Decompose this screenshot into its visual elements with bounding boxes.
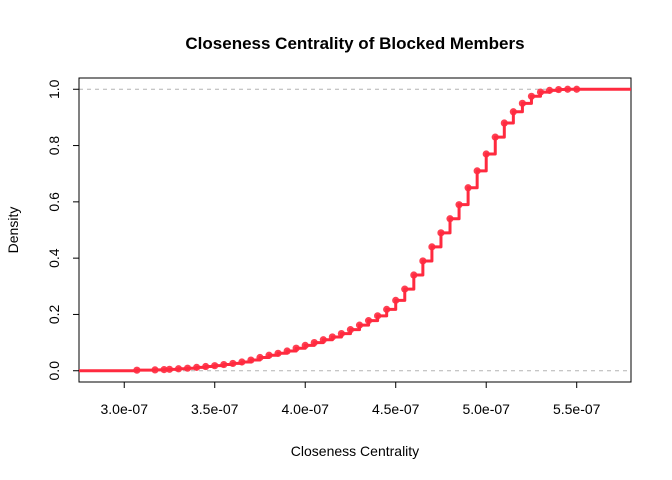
chart-title: Closeness Centrality of Blocked Members <box>185 34 524 53</box>
x-tick-label: 5.5e-07 <box>553 401 601 417</box>
ecdf-point <box>151 366 159 374</box>
ecdf-point <box>174 365 183 373</box>
ecdf-point <box>428 243 436 251</box>
x-tick-label: 5.0e-07 <box>462 401 510 417</box>
ecdf-point <box>500 119 508 127</box>
x-axis: 3.0e-07 3.5e-07 4.0e-07 4.5e-07 5.0e-07 5.5e-… <box>101 382 601 417</box>
ecdf-point <box>364 317 373 325</box>
ecdf-point <box>265 351 273 359</box>
y-axis: 0.0 0.2 0.4 0.6 0.8 1.0 <box>46 79 79 380</box>
ecdf-point <box>564 85 572 93</box>
ecdf-point <box>446 215 454 223</box>
ecdf-point <box>247 356 255 364</box>
x-tick-label: 3.5e-07 <box>191 401 239 417</box>
ecdf-point <box>160 366 168 374</box>
ecdf-point <box>473 167 481 175</box>
ecdf-point <box>392 296 400 304</box>
ecdf-point <box>229 359 237 368</box>
y-tick-label: 0.8 <box>46 136 62 156</box>
ecdf-point <box>319 336 327 344</box>
ecdf-point <box>202 362 210 371</box>
y-tick-label: 0.4 <box>46 248 62 268</box>
ecdf-point <box>292 344 300 352</box>
ecdf-point <box>527 92 536 100</box>
x-tick-label: 4.0e-07 <box>281 401 329 417</box>
ecdf-point <box>211 362 219 370</box>
ecdf-point <box>346 326 355 334</box>
ecdf-point <box>274 349 282 357</box>
y-tick-label: 1.0 <box>46 79 62 99</box>
ecdf-point <box>283 347 291 355</box>
ecdf-point <box>220 360 228 369</box>
ecdf-point <box>374 312 382 320</box>
ecdf-point <box>555 85 563 94</box>
ecdf-point <box>337 329 346 338</box>
x-axis-label: Closeness Centrality <box>291 443 419 459</box>
ecdf-point <box>491 133 499 141</box>
ecdf-point <box>419 257 427 265</box>
plot-frame <box>78 77 632 383</box>
y-tick-label: 0.0 <box>46 361 62 381</box>
ecdf-point <box>573 85 581 93</box>
ecdf-point <box>383 305 391 313</box>
ecdf-point <box>464 184 472 192</box>
y-tick-label: 0.2 <box>46 305 62 325</box>
series-layer <box>79 85 631 374</box>
y-tick-label: 0.6 <box>46 192 62 212</box>
x-tick-label: 4.5e-07 <box>372 401 420 417</box>
ecdf-point <box>133 366 141 374</box>
ecdf-point <box>301 341 309 350</box>
ecdf-point <box>509 108 517 116</box>
ecdf-point <box>193 363 201 371</box>
ecdf-point <box>518 99 527 107</box>
ecdf-point <box>238 358 246 366</box>
ecdf-point <box>401 285 409 293</box>
ecdf-point <box>165 365 174 373</box>
ecdf-point <box>328 333 336 341</box>
ecdf-point <box>410 271 418 279</box>
ecdf-point <box>355 321 364 329</box>
x-tick-label: 3.0e-07 <box>101 401 149 417</box>
y-axis-label: Density <box>5 207 21 254</box>
ecdf-line <box>79 87 631 373</box>
ecdf-point <box>545 86 554 94</box>
ecdf-point <box>183 364 192 372</box>
ecdf-point <box>482 150 490 158</box>
ecdf-point <box>256 353 264 362</box>
ecdf-point <box>437 229 445 237</box>
ecdf-point <box>536 88 545 96</box>
ecdf-point <box>310 338 318 347</box>
ecdf-point <box>455 201 463 209</box>
